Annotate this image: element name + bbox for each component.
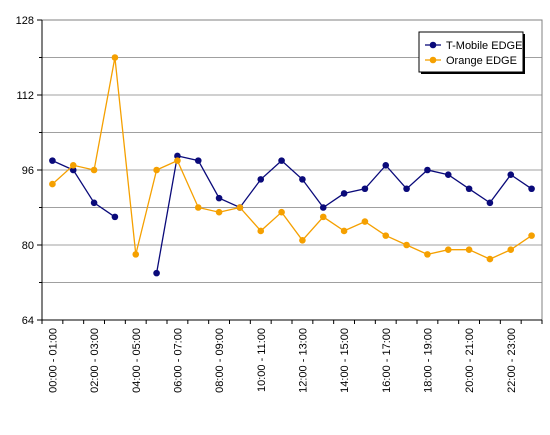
- series-layer: [49, 54, 535, 277]
- data-point: [257, 227, 265, 235]
- data-point: [403, 185, 410, 193]
- series-t-mobile-edge: [49, 152, 535, 277]
- data-point: [215, 208, 223, 216]
- data-point: [319, 204, 327, 211]
- data-point: [486, 199, 494, 207]
- data-point: [236, 204, 244, 211]
- series-line: [52, 160, 116, 218]
- data-point: [69, 162, 77, 169]
- data-point: [382, 232, 390, 239]
- data-point: [340, 227, 348, 235]
- x-tick-label: 04:00 - 05:00: [131, 328, 143, 393]
- data-point: [194, 157, 202, 164]
- data-point: [69, 166, 77, 174]
- series-line: [51, 57, 532, 260]
- data-point: [507, 171, 515, 178]
- x-tick-label: 08:00 - 09:00: [214, 328, 226, 393]
- data-point: [174, 152, 181, 160]
- x-tick-label: 10:00 - 11:00: [256, 328, 268, 392]
- data-point: [319, 213, 327, 221]
- y-tick-label: 96: [22, 165, 34, 177]
- legend: T-Mobile EDGE Orange EDGE: [418, 31, 525, 74]
- x-tick-label: 20:00 - 21:00: [464, 328, 476, 393]
- data-point: [465, 185, 473, 193]
- x-tick-label: 02:00 - 03:00: [89, 328, 101, 393]
- data-point: [174, 157, 181, 164]
- data-point: [194, 204, 202, 211]
- data-point: [361, 218, 369, 225]
- legend-swatch-marker: [429, 41, 437, 49]
- y-tick-label: 80: [22, 240, 34, 252]
- data-point: [424, 166, 431, 174]
- data-point: [403, 241, 410, 249]
- data-point: [424, 251, 431, 258]
- x-tick-label: 00:00 - 01:00: [47, 328, 59, 393]
- data-point: [90, 199, 98, 207]
- data-point: [528, 232, 535, 239]
- x-tick-label: 18:00 - 19:00: [422, 328, 434, 393]
- data-point: [111, 54, 119, 61]
- data-point: [153, 269, 160, 277]
- data-point: [132, 251, 140, 258]
- x-tick-label: 14:00 - 15:00: [339, 328, 351, 393]
- data-point: [49, 180, 56, 188]
- data-point: [278, 208, 285, 216]
- legend-box: [418, 31, 524, 73]
- y-tick-label: 128: [16, 15, 34, 27]
- data-point: [111, 213, 119, 221]
- x-tick-label: 16:00 - 17:00: [381, 328, 393, 393]
- y-tick-label: 112: [16, 90, 34, 102]
- x-tick-label: 06:00 - 07:00: [172, 328, 184, 393]
- data-point: [444, 246, 452, 253]
- data-point: [153, 166, 160, 174]
- data-point: [299, 237, 306, 244]
- x-tick-label: 12:00 - 13:00: [297, 328, 309, 393]
- data-point: [340, 190, 348, 197]
- y-tick-label: 64: [22, 315, 34, 327]
- data-point: [49, 157, 56, 164]
- data-point: [382, 162, 390, 169]
- data-point: [486, 255, 494, 263]
- legend-swatch-marker: [429, 56, 437, 64]
- data-point: [444, 171, 452, 178]
- data-point: [90, 166, 98, 174]
- axes: 64 80 96 112 128 00:00 - 01:00 02:00 - 03:00 04…: [16, 15, 543, 393]
- data-point: [299, 176, 306, 183]
- data-point: [215, 194, 223, 202]
- data-point: [361, 185, 369, 193]
- series-orange-edge: [49, 54, 535, 263]
- data-point: [257, 176, 265, 183]
- legend-label: Orange EDGE: [446, 55, 517, 67]
- x-tick-label: 22:00 - 23:00: [506, 328, 518, 393]
- data-point: [528, 185, 535, 193]
- data-point: [278, 157, 285, 164]
- data-point: [465, 246, 473, 253]
- legend-label: T-Mobile EDGE: [446, 40, 522, 52]
- data-point: [507, 246, 515, 253]
